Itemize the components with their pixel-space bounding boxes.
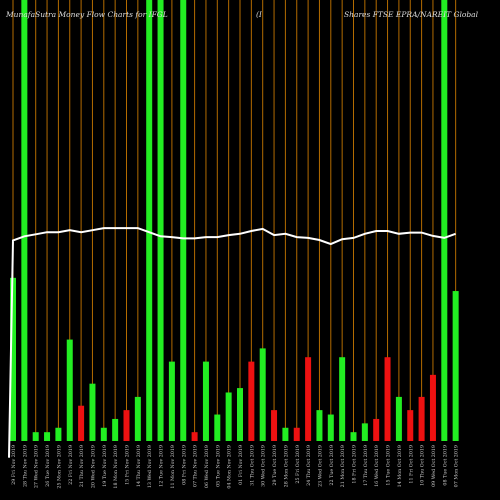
- volume-bar: [112, 418, 119, 441]
- x-tick-label: 17 Thu Oct 2019: [363, 445, 369, 486]
- x-tick-label: 28 Mon Oct 2019: [283, 445, 289, 487]
- volume-bar: [225, 392, 232, 441]
- x-tick-label: 28 Thu Nov 2019: [22, 445, 28, 487]
- volume-bar: [350, 432, 357, 441]
- volume-bar: [32, 432, 39, 441]
- volume-bar: [429, 374, 436, 441]
- volume-bar: [168, 361, 175, 441]
- volume-bar: [180, 0, 187, 441]
- price-line: [8, 227, 456, 458]
- volume-bar: [157, 0, 164, 441]
- x-tick-label: 19 Tue Nov 2019: [102, 445, 108, 487]
- x-tick-label: 30 Wed Oct 2019: [261, 445, 267, 487]
- x-tick-label: 18 Mon Nov 2019: [113, 445, 119, 489]
- price-line-group: [8, 227, 456, 458]
- volume-bar: [202, 361, 209, 441]
- x-tick-label: 05 Tue Nov 2019: [215, 445, 221, 487]
- volume-bar: [21, 0, 28, 441]
- volume-bar: [452, 291, 459, 441]
- volume-bar: [282, 427, 289, 441]
- x-tick-label: 07 Mon Oct 2019: [454, 445, 460, 487]
- x-tick-label: 09 Wed Oct 2019: [431, 445, 437, 487]
- volume-bar: [100, 427, 107, 441]
- x-tick-label: 21 Thu Nov 2019: [79, 445, 85, 487]
- volume-bar: [248, 361, 255, 441]
- x-tick-label: 23 Wed Oct 2019: [317, 445, 323, 487]
- x-tick-label: 10 Thu Oct 2019: [420, 445, 426, 486]
- volume-bar: [305, 357, 312, 441]
- x-tick-label: 24 Thu Oct 2019: [306, 445, 312, 486]
- x-tick-label: 13 Wed Nov 2019: [147, 445, 153, 488]
- x-tick-label: 21 Mon Oct 2019: [340, 445, 346, 487]
- volume-bar: [441, 0, 448, 441]
- volume-bar: [271, 410, 278, 441]
- x-axis-labels: 29 Fri Nov 2019 28 Thu Nov 2019 27 Wed Nov…: [11, 445, 460, 489]
- volume-bar: [191, 432, 198, 441]
- x-tick-label: 07 Thu Nov 2019: [193, 445, 199, 487]
- volume-bar: [316, 410, 323, 441]
- x-tick-label: 20 Wed Nov 2019: [90, 445, 96, 488]
- x-tick-label: 16 Wed Oct 2019: [374, 445, 380, 487]
- volume-bar: [361, 423, 368, 441]
- volume-bar: [418, 396, 425, 441]
- header-left-text: MunafaSutra Money Flow Charts for IFGL: [6, 10, 168, 19]
- x-tick-label: 26 Tue Nov 2019: [45, 445, 51, 487]
- x-tick-label: 22 Tue Oct 2019: [329, 445, 335, 486]
- x-tick-label: 04 Mon Nov 2019: [227, 445, 233, 489]
- x-tick-label: 29 Fri Nov 2019: [11, 445, 17, 485]
- x-tick-label: 15 Fri Nov 2019: [125, 445, 131, 485]
- volume-bar: [407, 410, 414, 441]
- volume-bar: [44, 432, 51, 441]
- x-tick-label: 08 Fri Nov 2019: [181, 445, 187, 485]
- x-tick-label: 11 Mon Nov 2019: [170, 445, 176, 489]
- x-tick-label: 25 Mon Nov 2019: [56, 445, 62, 489]
- header-right-text: Shares FTSE EPRA/NAREIT Global: [344, 10, 479, 19]
- volume-bar: [384, 357, 391, 441]
- x-tick-label: 08 Tue Oct 2019: [442, 445, 448, 486]
- volume-bar: [66, 339, 73, 441]
- volume-bar: [10, 277, 16, 441]
- x-tick-label: 18 Fri Oct 2019: [352, 445, 358, 484]
- x-tick-label: 14 Thu Nov 2019: [136, 445, 142, 487]
- volume-bar: [327, 414, 334, 441]
- x-tick-label: 12 Tue Nov 2019: [159, 445, 165, 487]
- volume-bar: [395, 396, 402, 441]
- volume-bar: [373, 418, 380, 441]
- volume-bar: [123, 410, 130, 441]
- x-tick-label: 22 Fri Nov 2019: [68, 445, 74, 485]
- x-tick-label: 14 Mon Oct 2019: [397, 445, 403, 487]
- volume-bar: [214, 414, 221, 441]
- volume-bar: [146, 0, 153, 441]
- x-tick-label: 29 Tue Oct 2019: [272, 445, 278, 486]
- header-middle-text: (I: [256, 10, 262, 19]
- volume-bar: [134, 396, 141, 441]
- grid-lines: [12, 0, 457, 441]
- volume-bar: [89, 383, 96, 441]
- volume-bar: [259, 348, 266, 441]
- volume-bar: [293, 427, 300, 441]
- volume-bars: [10, 0, 459, 441]
- x-tick-label: 15 Tue Oct 2019: [386, 445, 392, 486]
- x-tick-label: 11 Fri Oct 2019: [408, 445, 414, 484]
- x-tick-label: 06 Wed Nov 2019: [204, 445, 210, 488]
- volume-bar: [55, 427, 62, 441]
- x-tick-label: 27 Wed Nov 2019: [34, 445, 40, 488]
- x-tick-label: 31 Thu Oct 2019: [249, 445, 255, 486]
- volume-bar: [339, 357, 346, 441]
- x-tick-label: 25 Fri Oct 2019: [295, 445, 301, 484]
- volume-bar: [237, 388, 243, 441]
- volume-bar: [78, 405, 85, 441]
- x-tick-label: 01 Fri Nov 2019: [238, 445, 244, 485]
